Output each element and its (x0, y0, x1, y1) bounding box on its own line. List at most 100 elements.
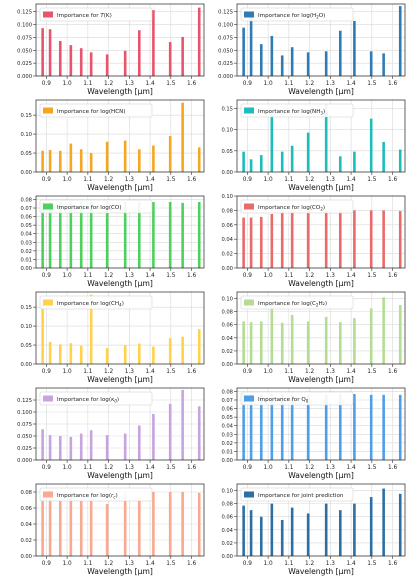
y-tick-label: 0.05 (20, 223, 32, 229)
bar (123, 202, 127, 268)
x-tick-label: 0.9 (42, 81, 52, 87)
x-tick-label: 1.0 (263, 561, 273, 567)
y-tick-label: 0.05 (221, 149, 233, 155)
bar (382, 141, 385, 172)
y-tick-label: 0.00 (221, 362, 233, 368)
x-tick-label: 1.4 (145, 81, 155, 87)
bar (181, 36, 184, 76)
bar (259, 321, 263, 364)
legend-box (240, 487, 354, 502)
y-tick-label: 0.125 (17, 10, 32, 16)
bar (79, 433, 83, 460)
bar (168, 202, 172, 268)
legend-box (39, 391, 153, 406)
bar (324, 104, 328, 172)
x-tick-label: 0.9 (42, 369, 52, 375)
x-tick-label: 1.6 (187, 177, 197, 183)
bar (270, 214, 274, 268)
x-tick-label: 1.1 (284, 81, 294, 87)
legend-symbol: H (312, 13, 316, 19)
bar (290, 145, 294, 172)
y-tick-label: 0.06 (221, 223, 233, 229)
legend-symbol: C (312, 301, 316, 307)
bar (249, 11, 253, 76)
y-tick-label: 0.10 (20, 324, 32, 330)
y-tick-label: 0.06 (20, 506, 32, 512)
legend-swatch (244, 203, 254, 210)
x-axis-label: Wavelength [μm] (288, 471, 354, 480)
y-tick-label: 0.10 (221, 128, 233, 134)
legend: Importance for log(C2H₂) (240, 295, 354, 310)
x-axis-label: Wavelength [μm] (87, 375, 153, 384)
bar (168, 136, 172, 172)
x-tick-label: 1.6 (187, 369, 197, 375)
legend-swatch (43, 395, 53, 402)
bar (105, 202, 109, 268)
x-tick-label: 1.0 (263, 369, 273, 375)
bar (137, 149, 141, 172)
legend-box (39, 199, 153, 214)
y-tick-label: 0.000 (17, 74, 32, 80)
bar (58, 202, 62, 268)
legend-box (240, 295, 354, 310)
x-tick-label: 1.2 (104, 81, 114, 87)
bar (79, 201, 83, 268)
bar (270, 305, 274, 364)
subplot-12: 0.00 0.02 0.04 0.06 0.08 0.10 0.9 1.0 1.1 1.2 1.3 1… (221, 483, 406, 576)
bar (398, 211, 402, 268)
bar (79, 149, 83, 172)
bar (137, 343, 141, 364)
bar (324, 209, 328, 268)
bar (324, 316, 328, 364)
bar (242, 505, 245, 556)
x-tick-label: 0.9 (42, 465, 52, 471)
legend-box (240, 103, 354, 118)
x-tick-label: 1.3 (125, 465, 135, 471)
bar (58, 150, 62, 172)
y-tick-label: 0.07 (221, 398, 233, 404)
bar (58, 498, 62, 556)
bar (369, 394, 373, 460)
subplot-6: 0.00 0.02 0.04 0.06 0.08 0.10 0.9 1.0 1.1 1.2 1.3 1… (221, 194, 406, 288)
x-tick-label: 1.6 (388, 81, 398, 87)
y-tick-label: 0.10 (221, 297, 233, 303)
x-tick-label: 1.1 (83, 177, 93, 183)
bar (48, 202, 52, 268)
x-tick-label: 1.0 (62, 177, 72, 183)
y-tick-label: 0.03 (20, 240, 32, 246)
y-tick-label: 0.125 (17, 398, 32, 404)
x-tick-label: 1.2 (104, 369, 114, 375)
bar (306, 394, 310, 460)
x-tick-label: 1.1 (83, 273, 93, 279)
bar (353, 151, 356, 172)
bar (137, 30, 141, 77)
x-tick-label: 0.9 (243, 561, 253, 567)
bar (338, 394, 342, 460)
y-tick-label: 0.04 (221, 237, 233, 243)
x-tick-label: 1.6 (388, 465, 398, 471)
legend-subscript: 3 (320, 111, 323, 116)
bar (48, 342, 52, 364)
y-tick-label: 0.10 (221, 489, 233, 495)
plot-frame (35, 99, 205, 173)
bar (249, 159, 253, 172)
bar (123, 50, 127, 76)
legend: Importance for log(CO) (39, 199, 153, 214)
bar (58, 41, 62, 76)
subplot-1: 0.000 0.025 0.050 0.075 0.100 0.125 0.9 1.0 1.1 1… (17, 3, 205, 96)
bar (259, 394, 263, 460)
y-tick-label: 0.04 (221, 424, 233, 430)
bar (306, 210, 310, 268)
bar (69, 45, 73, 76)
bar (249, 322, 253, 364)
legend-prefix: Importance for log( (258, 205, 312, 211)
bar (105, 141, 109, 172)
plot-frame (236, 195, 406, 269)
bar (280, 151, 284, 172)
bar (259, 216, 263, 268)
legend-suffix: (K) (104, 13, 112, 19)
bar (41, 202, 44, 268)
y-tick-label: 0.00 (20, 266, 32, 272)
y-tick-label: 0.05 (20, 151, 32, 157)
x-tick-label: 1.3 (326, 369, 336, 375)
